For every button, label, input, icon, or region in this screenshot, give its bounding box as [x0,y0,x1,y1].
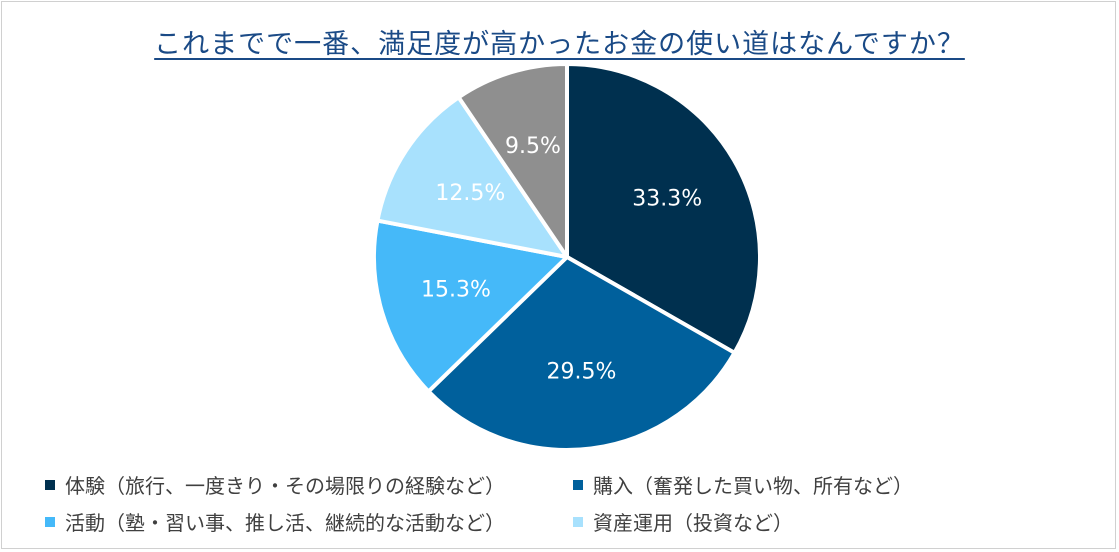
slice-value-label: 9.5% [505,134,561,159]
chart-title: これまでで一番、満足度が高かったお金の使い道はなんですか？ [154,29,965,60]
pie-slice [426,255,737,452]
pie-slice [375,95,569,259]
pie-slice [565,62,762,355]
legend-swatch [45,479,55,490]
pie-slices [372,62,762,452]
legend-item: 資産運用（投資など） [573,507,1053,536]
slice-value-label: 33.3% [632,186,702,211]
legend-swatch [45,516,55,527]
pie-slice [372,218,569,394]
legend-item: 活動（塾・習い事、推し活、継続的な活動など） [45,507,573,536]
chart-legend: 体験（旅行、一度きり・その場限りの経験など） 購入（奮発した買い物、所有など） … [45,470,1085,536]
legend-label: 活動（塾・習い事、推し活、継続的な活動など） [65,511,505,535]
legend-label: 資産運用（投資など） [593,511,793,535]
legend-label: 購入（奮発した買い物、所有など） [593,474,913,498]
legend-item: 購入（奮発した買い物、所有など） [573,470,1053,499]
legend-item: 体験（旅行、一度きり・その場限りの経験など） [45,470,573,499]
legend-swatch [573,516,583,527]
slice-value-label: 12.5% [435,181,505,206]
legend-label: 体験（旅行、一度きり・その場限りの経験など） [65,474,505,498]
slice-value-label: 29.5% [547,359,617,384]
pie-slice [456,62,569,259]
pie-slice-labels: 33.3% 29.5% 15.3% 12.5%9.5% [421,134,702,385]
legend-swatch [573,479,583,490]
slice-value-label: 15.3% [421,278,491,303]
